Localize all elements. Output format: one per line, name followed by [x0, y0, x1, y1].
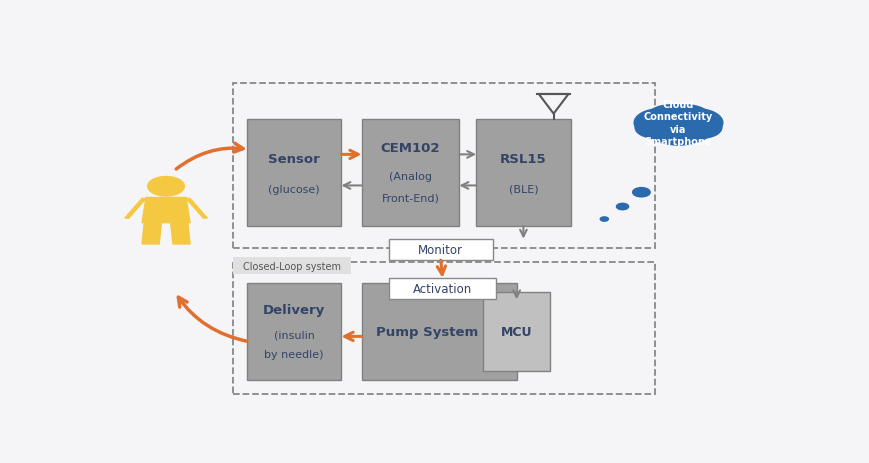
Circle shape	[669, 109, 722, 138]
Circle shape	[642, 108, 713, 146]
Circle shape	[656, 106, 699, 128]
Text: Front-End): Front-End)	[381, 193, 439, 203]
Text: Cloud
Connectivity
via
Smartphone: Cloud Connectivity via Smartphone	[643, 100, 713, 147]
Circle shape	[616, 204, 628, 210]
Text: by needle): by needle)	[264, 349, 323, 359]
Polygon shape	[170, 223, 190, 244]
Text: Closed-Loop system: Closed-Loop system	[243, 261, 342, 271]
Bar	[247, 284, 341, 380]
Bar	[233, 84, 654, 248]
Circle shape	[600, 218, 607, 222]
Circle shape	[632, 188, 649, 197]
Bar	[475, 120, 570, 227]
Text: Pump System: Pump System	[375, 325, 477, 338]
Circle shape	[647, 106, 693, 130]
Bar	[388, 239, 493, 261]
Text: Delivery: Delivery	[262, 303, 325, 316]
Bar	[362, 120, 459, 227]
Circle shape	[634, 118, 674, 139]
Bar	[482, 293, 550, 371]
Polygon shape	[142, 223, 162, 244]
Text: (Analog: (Analog	[388, 171, 432, 181]
Bar	[362, 284, 516, 380]
Text: (insulin: (insulin	[274, 330, 315, 340]
Polygon shape	[142, 198, 190, 223]
Text: Sensor: Sensor	[268, 153, 320, 166]
Bar	[233, 263, 654, 394]
Circle shape	[681, 118, 721, 139]
Bar	[233, 258, 351, 275]
Circle shape	[662, 106, 709, 130]
Polygon shape	[124, 199, 146, 219]
Bar	[388, 278, 496, 300]
Text: RSL15: RSL15	[500, 153, 546, 166]
Text: Monitor: Monitor	[418, 244, 463, 257]
Text: MCU: MCU	[501, 325, 532, 338]
Text: Activation: Activation	[413, 282, 472, 295]
Circle shape	[148, 177, 184, 196]
Bar	[247, 120, 341, 227]
Text: (BLE): (BLE)	[508, 184, 538, 194]
Circle shape	[634, 109, 687, 138]
Text: (glucose): (glucose)	[268, 184, 320, 194]
Polygon shape	[186, 199, 207, 219]
Text: CEM102: CEM102	[381, 142, 440, 155]
